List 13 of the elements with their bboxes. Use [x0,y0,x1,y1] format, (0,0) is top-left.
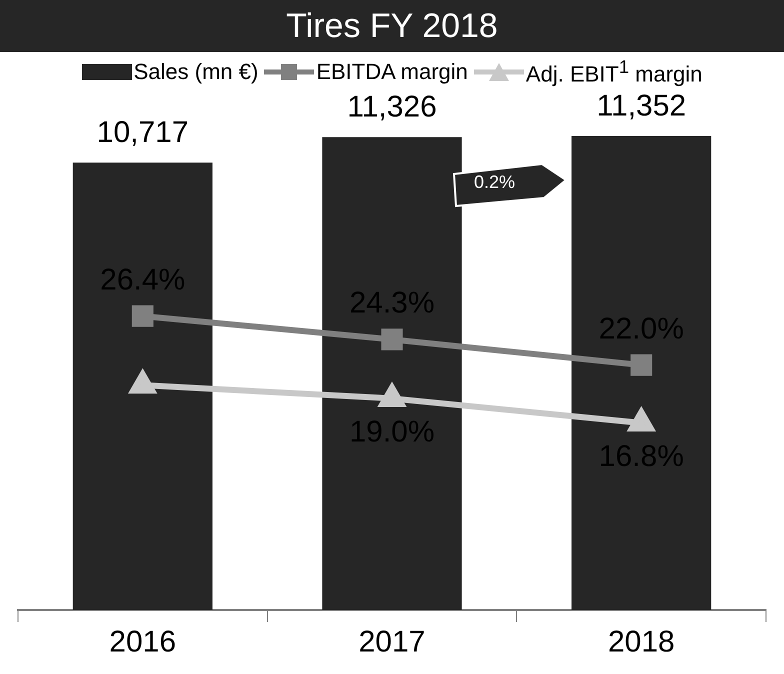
data-label: 11,326 [347,90,437,124]
point [381,328,403,350]
chart-title: Tires FY 2018 [0,0,784,52]
x-tick-label: 2016 [109,625,176,658]
point [132,305,154,327]
legend-label: EBITDA margin [316,59,468,85]
x-tick-label: 2017 [358,625,426,658]
legend-label: Sales (mn €) [134,59,258,85]
data-label: 11,352 [596,89,686,122]
x-tick-label: 2018 [608,625,675,658]
data-label: 10,717 [96,116,189,149]
legend-label: Adj. EBIT$^{1}$ margin [526,56,702,88]
annotation: 0.2% [474,172,516,193]
